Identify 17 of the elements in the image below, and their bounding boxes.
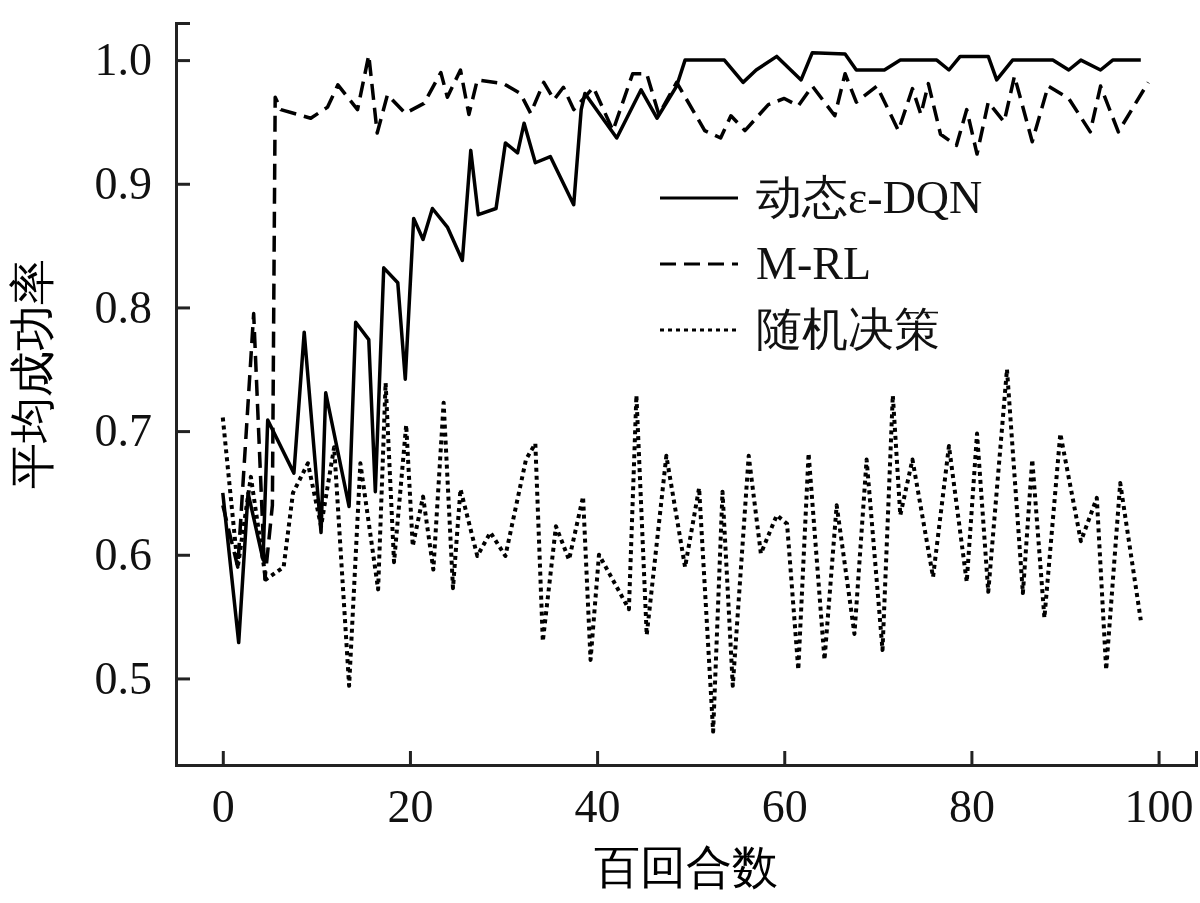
legend-label: 动态ε-DQN xyxy=(756,172,983,223)
x-tick-label: 20 xyxy=(387,780,434,832)
y-axis-title: 平均成功率 xyxy=(7,259,58,489)
x-tick-label: 0 xyxy=(211,780,235,832)
y-tick-label: 0.9 xyxy=(94,157,152,209)
y-tick-label: 1.0 xyxy=(94,34,152,86)
y-tick-label: 0.8 xyxy=(94,281,152,333)
y-tick-label: 0.7 xyxy=(94,405,152,457)
x-axis-title: 百回合数 xyxy=(594,842,778,893)
y-tick-label: 0.6 xyxy=(94,528,152,580)
x-tick-label: 80 xyxy=(948,780,995,832)
x-tick-label: 40 xyxy=(574,780,621,832)
legend-label: M-RL xyxy=(756,238,871,289)
legend-label: 随机决策 xyxy=(756,304,940,355)
x-tick-label: 100 xyxy=(1124,780,1194,832)
y-tick-label: 0.5 xyxy=(94,652,152,704)
x-tick-label: 60 xyxy=(761,780,808,832)
